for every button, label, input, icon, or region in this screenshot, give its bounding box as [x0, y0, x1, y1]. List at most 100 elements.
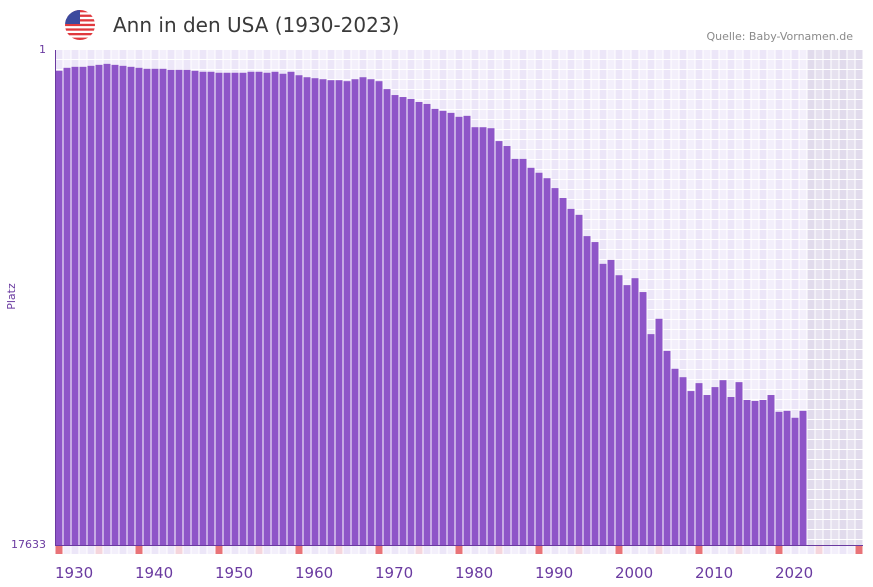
grid-cell: [807, 60, 815, 69]
grid-cell: [743, 280, 751, 289]
grid-cell: [743, 250, 751, 259]
grid-cell: [479, 80, 487, 89]
grid-cell: [535, 150, 543, 159]
grid-cell: [551, 100, 559, 109]
grid-cell: [655, 120, 663, 129]
grid-cell: [687, 370, 695, 379]
grid-cell: [727, 70, 735, 79]
grid-cell: [791, 290, 799, 299]
grid-cell: [759, 350, 767, 359]
grid-cell: [519, 110, 527, 119]
grid-cell: [735, 370, 743, 379]
grid-cell: [703, 70, 711, 79]
grid-cell: [511, 60, 519, 69]
grid-cell: [775, 230, 783, 239]
grid-cell: [807, 390, 815, 399]
grid-cell: [599, 120, 607, 129]
grid-cell: [815, 90, 823, 99]
grid-cell: [167, 50, 175, 59]
grid-cell: [487, 100, 495, 109]
grid-cell: [695, 180, 703, 189]
grid-cell: [831, 350, 839, 359]
grid-cell: [679, 370, 687, 379]
grid-cell: [735, 320, 743, 329]
grid-cell: [759, 340, 767, 349]
grid-cell: [791, 130, 799, 139]
grid-cell: [759, 370, 767, 379]
grid-cell: [791, 170, 799, 179]
grid-cell: [767, 270, 775, 279]
grid-cell: [687, 100, 695, 109]
grid-cell: [679, 260, 687, 269]
grid-cell: [815, 530, 823, 539]
grid-cell: [823, 130, 831, 139]
grid-cell: [799, 250, 807, 259]
grid-cell: [775, 60, 783, 69]
grid-cell: [551, 150, 559, 159]
grid-cell: [695, 270, 703, 279]
grid-cell: [823, 70, 831, 79]
grid-cell: [519, 150, 527, 159]
grid-cell: [743, 260, 751, 269]
grid-cell: [655, 200, 663, 209]
grid-cell: [567, 90, 575, 99]
grid-cell: [671, 80, 679, 89]
grid-cell: [687, 210, 695, 219]
grid-cell: [783, 100, 791, 109]
grid-cell: [719, 140, 727, 149]
grid-cell: [583, 180, 591, 189]
grid-cell: [247, 60, 255, 69]
grid-cell: [807, 110, 815, 119]
grid-cell: [735, 50, 743, 59]
grid-cell: [591, 60, 599, 69]
grid-cell: [767, 140, 775, 149]
grid-cell: [735, 130, 743, 139]
grid-cell: [655, 150, 663, 159]
grid-cell: [839, 260, 847, 269]
grid-cell: [815, 200, 823, 209]
grid-cell: [711, 180, 719, 189]
grid-cell: [279, 60, 287, 69]
grid-cell: [367, 60, 375, 69]
grid-cell: [639, 120, 647, 129]
grid-cell: [767, 90, 775, 99]
grid-cell: [479, 60, 487, 69]
grid-cell: [791, 70, 799, 79]
grid-cell: [367, 50, 375, 59]
grid-cell: [759, 230, 767, 239]
grid-cell: [815, 300, 823, 309]
grid-cell: [695, 150, 703, 159]
grid-cell: [687, 340, 695, 349]
grid-cell: [759, 220, 767, 229]
grid-cell: [495, 120, 503, 129]
grid-cell: [751, 120, 759, 129]
grid-cell: [495, 60, 503, 69]
grid-cell: [783, 240, 791, 249]
grid-cell: [559, 150, 567, 159]
grid-cell: [703, 250, 711, 259]
grid-cell: [759, 140, 767, 149]
grid-cell: [599, 110, 607, 119]
grid-cell: [615, 90, 623, 99]
grid-cell: [775, 370, 783, 379]
grid-cell: [399, 50, 407, 59]
grid-cell: [591, 70, 599, 79]
grid-cell: [759, 240, 767, 249]
grid-cell: [615, 230, 623, 239]
grid-cell: [295, 50, 303, 59]
grid-cell: [471, 90, 479, 99]
grid-cell: [831, 230, 839, 239]
grid-cell: [719, 240, 727, 249]
grid-cell: [791, 410, 799, 419]
grid-cell: [815, 490, 823, 499]
grid-cell: [655, 90, 663, 99]
grid-cell: [583, 160, 591, 169]
grid-cell: [111, 50, 119, 59]
grid-cell: [759, 390, 767, 399]
grid-cell: [495, 80, 503, 89]
grid-cell: [815, 380, 823, 389]
grid-cell: [847, 50, 855, 59]
grid-cell: [623, 200, 631, 209]
grid-cell: [839, 220, 847, 229]
grid-cell: [783, 110, 791, 119]
